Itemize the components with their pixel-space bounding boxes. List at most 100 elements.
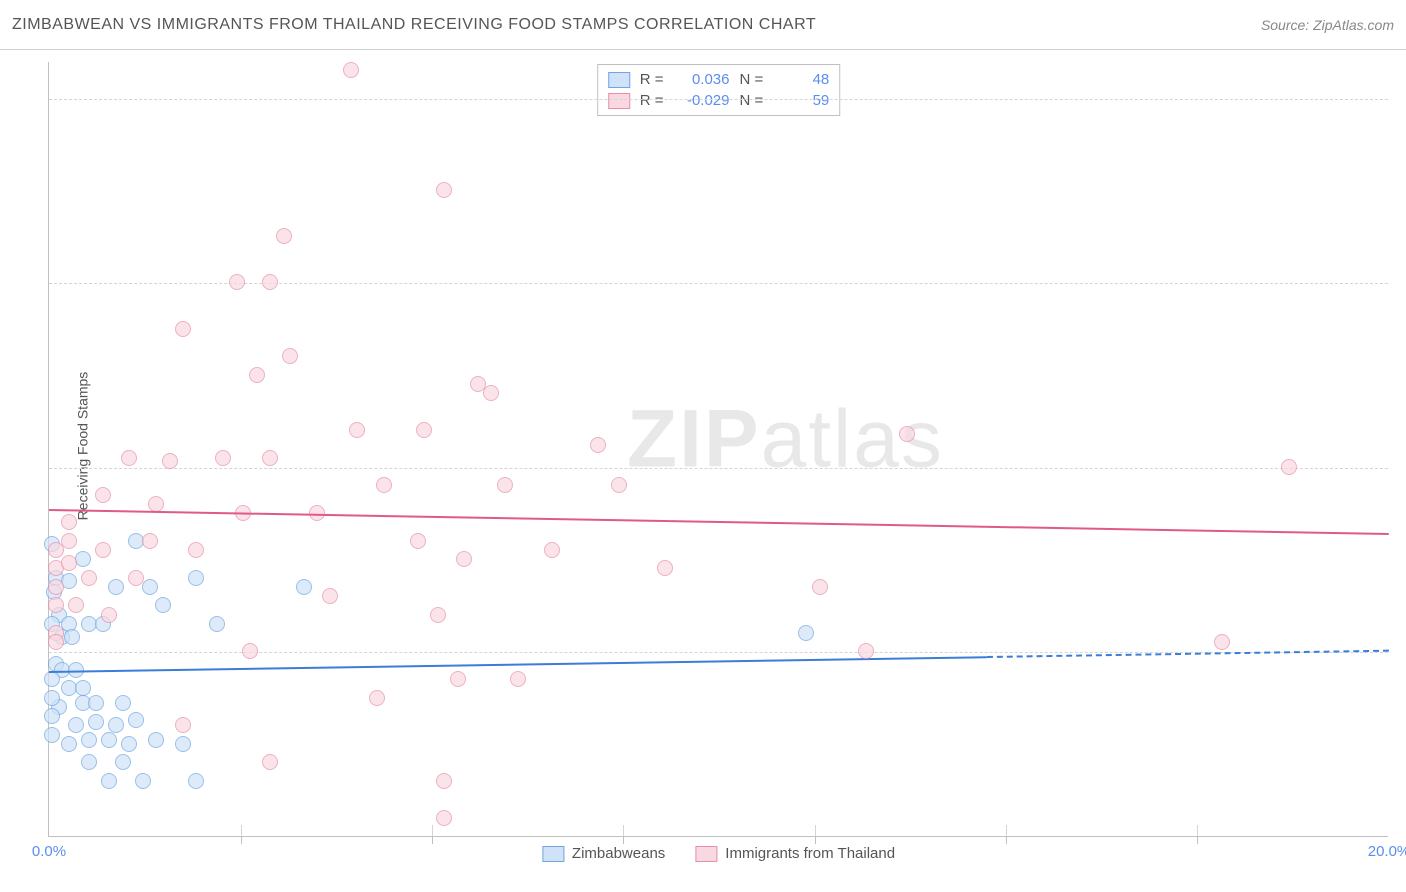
stat-r-label: R = xyxy=(640,92,664,109)
gridline-horizontal xyxy=(49,99,1388,100)
data-point xyxy=(322,588,338,604)
data-point xyxy=(497,477,513,493)
data-point xyxy=(48,597,64,613)
data-point xyxy=(188,773,204,789)
data-point xyxy=(812,579,828,595)
stat-r-value: 0.036 xyxy=(674,71,730,88)
data-point xyxy=(416,422,432,438)
data-point xyxy=(44,727,60,743)
data-point xyxy=(209,616,225,632)
data-point xyxy=(369,690,385,706)
data-point xyxy=(95,487,111,503)
data-point xyxy=(61,533,77,549)
data-point xyxy=(229,274,245,290)
legend-swatch xyxy=(608,93,630,109)
gridline-horizontal xyxy=(49,283,1388,284)
stats-row: R =0.036N =48 xyxy=(608,69,830,90)
data-point xyxy=(44,708,60,724)
data-point xyxy=(262,450,278,466)
trend-line xyxy=(49,509,1389,535)
stat-r-label: R = xyxy=(640,71,664,88)
data-point xyxy=(44,671,60,687)
data-point xyxy=(142,579,158,595)
data-point xyxy=(657,560,673,576)
x-minor-tick xyxy=(432,836,433,844)
data-point xyxy=(48,634,64,650)
data-point xyxy=(128,712,144,728)
chart-title: ZIMBABWEAN VS IMMIGRANTS FROM THAILAND R… xyxy=(12,16,816,34)
data-point xyxy=(249,367,265,383)
data-point xyxy=(376,477,392,493)
data-point xyxy=(135,773,151,789)
data-point xyxy=(75,680,91,696)
data-point xyxy=(262,754,278,770)
data-point xyxy=(436,810,452,826)
data-point xyxy=(155,597,171,613)
data-point xyxy=(121,450,137,466)
data-point xyxy=(436,773,452,789)
data-point xyxy=(48,579,64,595)
data-point xyxy=(148,732,164,748)
data-point xyxy=(101,773,117,789)
data-point xyxy=(510,671,526,687)
data-point xyxy=(148,496,164,512)
data-point xyxy=(858,643,874,659)
data-point xyxy=(95,542,111,558)
stat-n-label: N = xyxy=(740,92,764,109)
legend-swatch xyxy=(542,846,564,862)
data-point xyxy=(44,690,60,706)
data-point xyxy=(282,348,298,364)
stat-r-value: -0.029 xyxy=(674,92,730,109)
data-point xyxy=(215,450,231,466)
data-point xyxy=(162,453,178,469)
legend-swatch xyxy=(608,72,630,88)
data-point xyxy=(483,385,499,401)
data-point xyxy=(61,555,77,571)
data-point xyxy=(343,62,359,78)
data-point xyxy=(296,579,312,595)
x-minor-tick xyxy=(623,836,624,844)
data-point xyxy=(430,607,446,623)
data-point xyxy=(188,542,204,558)
data-point xyxy=(590,437,606,453)
data-point xyxy=(142,533,158,549)
data-point xyxy=(81,754,97,770)
gridline-horizontal xyxy=(49,468,1388,469)
data-point xyxy=(262,274,278,290)
legend-item: Zimbabweans xyxy=(542,845,665,862)
stats-legend-box: R =0.036N =48R =-0.029N =59 xyxy=(597,64,841,116)
data-point xyxy=(175,736,191,752)
data-point xyxy=(276,228,292,244)
data-point xyxy=(61,736,77,752)
stat-n-value: 59 xyxy=(773,92,829,109)
legend-label: Immigrants from Thailand xyxy=(725,845,895,862)
data-point xyxy=(101,607,117,623)
data-point xyxy=(101,732,117,748)
stats-row: R = -0.029 N = 59 xyxy=(608,90,830,111)
data-point xyxy=(456,551,472,567)
data-point xyxy=(798,625,814,641)
watermark: ZIPatlas xyxy=(627,393,944,487)
data-point xyxy=(88,714,104,730)
x-tick-label: 0.0% xyxy=(32,843,66,860)
x-minor-tick xyxy=(1006,836,1007,844)
bottom-legend: Zimbabweans Immigrants from Thailand xyxy=(542,845,895,862)
data-point xyxy=(48,542,64,558)
data-point xyxy=(81,570,97,586)
data-point xyxy=(115,695,131,711)
x-tick-label: 20.0% xyxy=(1368,843,1406,860)
data-point xyxy=(175,717,191,733)
data-point xyxy=(436,182,452,198)
data-point xyxy=(899,426,915,442)
data-point xyxy=(349,422,365,438)
data-point xyxy=(115,754,131,770)
x-minor-tick xyxy=(1197,836,1198,844)
data-point xyxy=(188,570,204,586)
data-point xyxy=(108,579,124,595)
data-point xyxy=(88,695,104,711)
plot-area: ZIPatlas R =0.036N =48R =-0.029N =59 Zim… xyxy=(48,62,1388,837)
data-point xyxy=(1214,634,1230,650)
data-point xyxy=(68,597,84,613)
data-point xyxy=(64,629,80,645)
x-minor-tick xyxy=(815,836,816,844)
